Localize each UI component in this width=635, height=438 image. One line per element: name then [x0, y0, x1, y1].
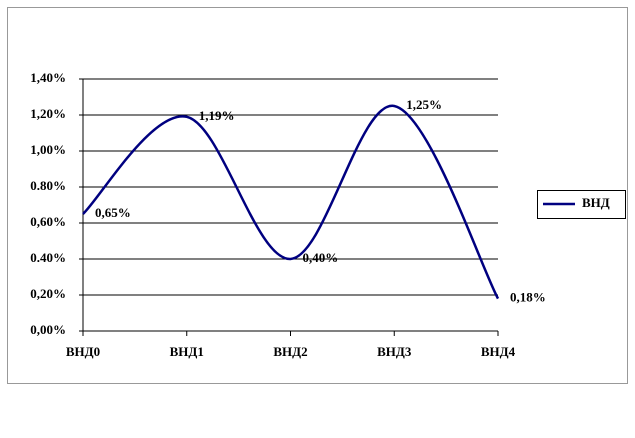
x-tick-label: ВНД1: [170, 344, 204, 359]
chart-frame: [7, 7, 628, 384]
x-tick-label: ВНД2: [273, 344, 307, 359]
y-tick-label: 0,00%: [30, 322, 66, 337]
x-tick-label: ВНД0: [66, 344, 100, 359]
y-tick-label: 1,00%: [30, 142, 66, 157]
y-tick-label: 1,40%: [30, 70, 66, 85]
legend-label: ВНД: [582, 195, 610, 210]
y-tick-label: 0.40%: [30, 250, 66, 265]
y-tick-label: 0,20%: [30, 286, 66, 301]
data-label: 1,25%: [406, 97, 442, 112]
y-tick-label: 0.80%: [30, 178, 66, 193]
data-label: 0,65%: [95, 205, 131, 220]
y-tick-label: 0,60%: [30, 214, 66, 229]
data-label: 0,40%: [303, 250, 339, 265]
data-label: 1,19%: [199, 108, 235, 123]
y-tick-label: 1,20%: [30, 106, 66, 121]
x-tick-label: ВНД4: [481, 344, 516, 359]
line: [82, 104, 500, 300]
x-tick-label: ВНД3: [377, 344, 412, 359]
data-label: 0,18%: [510, 290, 546, 305]
